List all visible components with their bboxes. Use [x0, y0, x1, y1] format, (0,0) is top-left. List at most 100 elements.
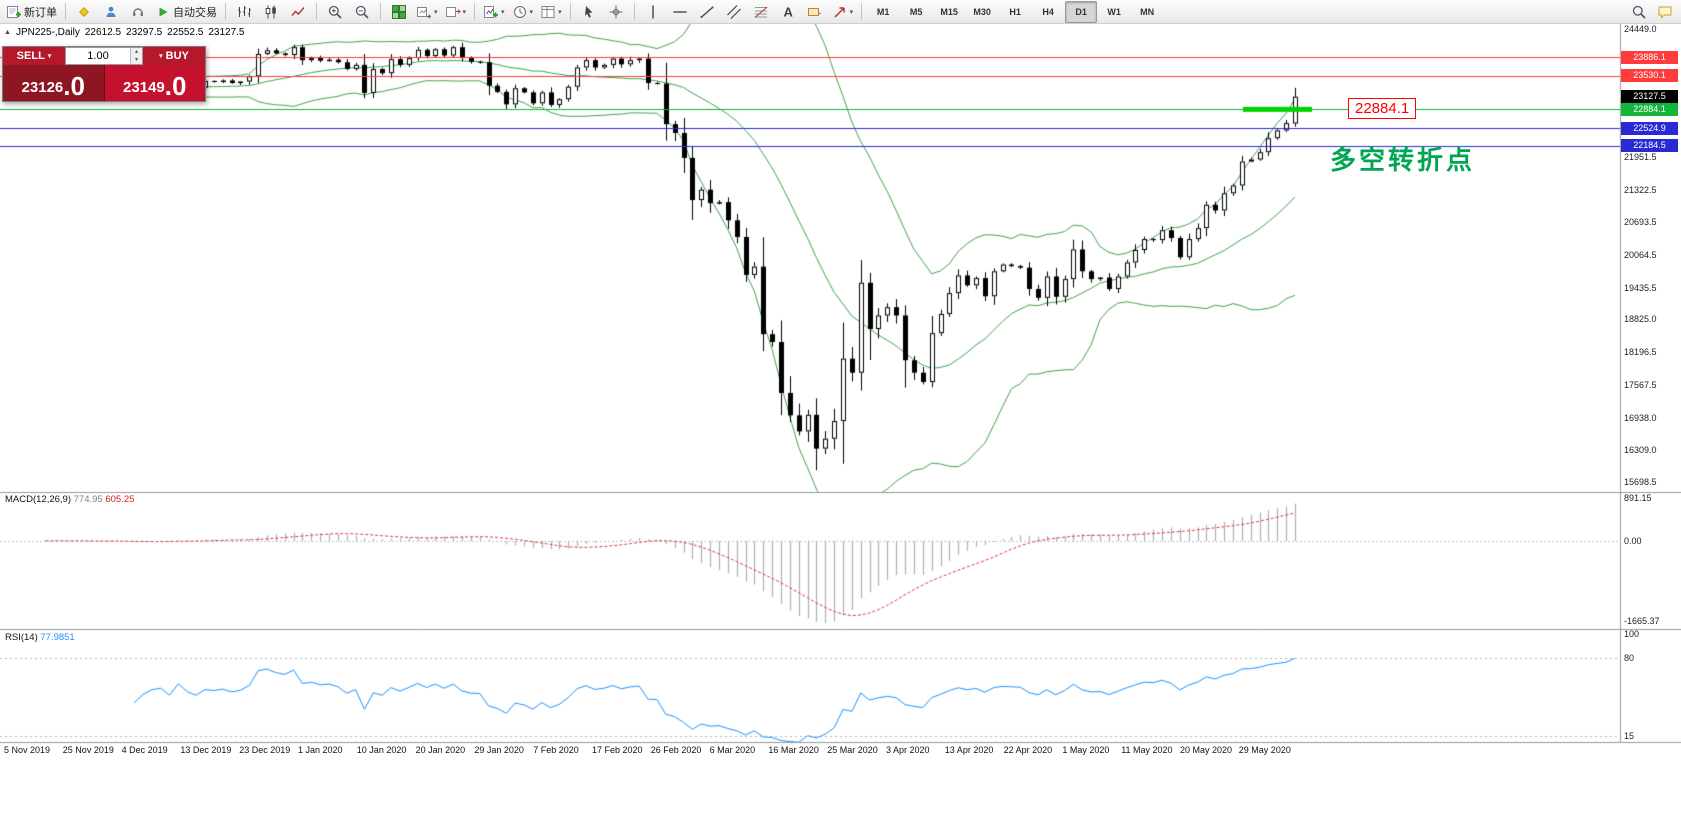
bar-chart-icon — [236, 4, 252, 20]
chat-button[interactable] — [1652, 1, 1678, 23]
timeframe-m15-button[interactable]: M15 — [940, 6, 958, 17]
autotrade-button[interactable]: 自动交易 — [152, 1, 220, 23]
chevron-down-icon: ▾ — [529, 8, 534, 16]
volume-down-button[interactable]: ▾ — [131, 56, 142, 64]
rsi-name: RSI(14) — [5, 632, 38, 643]
candlestick-button[interactable] — [258, 1, 284, 23]
templates-icon — [540, 4, 556, 20]
channel-icon — [726, 4, 742, 20]
vertical-line-button[interactable] — [640, 1, 666, 23]
time-axis-label: 23 Dec 2019 — [239, 745, 291, 755]
time-axis-label: 1 May 2020 — [1062, 745, 1110, 755]
time-axis-label: 20 May 2020 — [1180, 745, 1233, 755]
line-chart-icon — [290, 4, 306, 20]
price-callout: 22884.1 — [1348, 98, 1417, 119]
time-axis-label: 11 May 2020 — [1121, 745, 1173, 755]
toolbar-divider — [474, 3, 476, 20]
buy-header[interactable]: ▾ BUY — [143, 47, 205, 65]
vertical-line-icon — [645, 4, 661, 20]
periods-button[interactable]: ▾ — [509, 1, 537, 23]
mql5-icon — [76, 4, 92, 20]
buy-button[interactable]: 23149 .0 — [104, 65, 205, 101]
new-chart-button[interactable]: ▾ — [480, 1, 508, 23]
chart-shift-icon — [445, 4, 461, 20]
price-tag: 22184.5 — [1621, 139, 1678, 152]
price-axis-label: 21322.5 — [1624, 184, 1657, 195]
channel-button[interactable] — [721, 1, 747, 23]
text-label-icon — [807, 4, 823, 20]
line-chart-button[interactable] — [285, 1, 311, 23]
crosshair-button[interactable] — [603, 1, 629, 23]
toolbar-divider — [316, 3, 317, 20]
svg-text:A: A — [783, 4, 793, 19]
zoom-in-icon — [327, 4, 343, 20]
chart-canvas[interactable] — [0, 24, 1681, 757]
cursor-button[interactable] — [576, 1, 602, 23]
timeframe-m30-button[interactable]: M30 — [973, 6, 991, 17]
volume-stepper: ▴ ▾ — [130, 48, 142, 64]
timeframe-w1-button[interactable]: W1 — [1107, 6, 1121, 17]
text-label-button[interactable] — [802, 1, 828, 23]
timeframe-m1-button[interactable]: M1 — [876, 6, 890, 17]
mql5-button[interactable] — [71, 1, 97, 23]
chart-collapse-icon[interactable]: ▲ — [4, 29, 11, 36]
periods-icon — [512, 4, 528, 20]
crosshair-icon — [608, 4, 624, 20]
chevron-down-icon: ▾ — [159, 53, 163, 60]
time-axis-label: 25 Nov 2019 — [62, 745, 114, 755]
arrow-tools-button[interactable]: ▾ — [829, 1, 857, 23]
horizontal-line-button[interactable] — [667, 1, 693, 23]
text-button[interactable]: A — [775, 1, 801, 23]
rsi-axis-label: 80 — [1624, 653, 1635, 663]
sell-button[interactable]: 23126 .0 — [3, 65, 105, 101]
timeframe-h1-button[interactable]: H1 — [1009, 6, 1021, 17]
timeframe-h4-button[interactable]: H4 — [1042, 6, 1054, 17]
chat-icon — [1657, 4, 1673, 20]
time-axis-label: 4 Dec 2019 — [121, 745, 168, 755]
toolbar-divider — [65, 3, 66, 20]
zoom-in-button[interactable] — [322, 1, 348, 23]
auto-scroll-button[interactable]: ▾ — [413, 1, 441, 23]
fibonacci-button[interactable] — [748, 1, 774, 23]
time-axis-label: 5 Nov 2019 — [4, 745, 51, 755]
trendline-button[interactable] — [694, 1, 720, 23]
sell-header[interactable]: SELL ▾ — [3, 47, 65, 65]
text-icon: A — [780, 4, 796, 20]
price-tag: 23127.5 — [1621, 90, 1678, 103]
zoom-out-button[interactable] — [349, 1, 375, 23]
volume-up-button[interactable]: ▴ — [131, 48, 142, 56]
search-button[interactable] — [1626, 1, 1652, 23]
timeframe-m5-button[interactable]: M5 — [909, 6, 923, 17]
profile-icon — [103, 4, 119, 20]
time-axis-label: 17 Feb 2020 — [592, 745, 643, 755]
rsi-value: 77.9851 — [40, 632, 75, 643]
support-button[interactable] — [125, 1, 151, 23]
bar-chart-button[interactable] — [231, 1, 257, 23]
tile-windows-button[interactable] — [386, 1, 412, 23]
rsi-axis-label: 15 — [1624, 731, 1635, 741]
new-order-label: 新订单 — [24, 6, 57, 19]
price-tag: 22884.1 — [1621, 103, 1678, 116]
new-order-button[interactable]: 新订单 — [3, 1, 60, 23]
profile-button[interactable] — [98, 1, 124, 23]
chevron-down-icon: ▾ — [434, 8, 438, 16]
chart-title-ohlc: ▲ JPN225-,Daily 22612.5 23297.5 22552.5 … — [4, 27, 244, 38]
macd-axis-label: 0.00 — [1624, 536, 1642, 546]
templates-button[interactable]: ▾ — [537, 1, 565, 23]
price-axis-label: 20064.5 — [1624, 249, 1657, 260]
timeframe-mn-button[interactable]: MN — [1140, 6, 1155, 17]
toolbar-divider — [633, 3, 635, 20]
price-axis-label: 21951.5 — [1624, 151, 1657, 162]
chart-shift-button[interactable]: ▾ — [442, 1, 470, 23]
chevron-down-icon: ▾ — [849, 8, 854, 16]
macd-signal-value: 605.25 — [105, 494, 135, 505]
time-axis: 5 Nov 2019 25 Nov 2019 4 Dec 2019 13 Dec 20… — [0, 745, 1620, 757]
buy-price: 23149 — [123, 79, 165, 96]
timeframe-d1-button[interactable]: D1 — [1065, 0, 1098, 23]
volume-field[interactable]: 1.00 ▴ ▾ — [65, 47, 143, 65]
search-icon — [1631, 4, 1647, 20]
main-toolbar: 新订单 自动交易 ▾ ▾ ▾ ▾ ▾ A ▾ M1 M5 M15 M30 H1 H4 D1 W1 MN — [0, 0, 1681, 24]
time-axis-label: 7 Feb 2020 — [533, 745, 579, 755]
autotrade-label: 自动交易 — [173, 6, 217, 19]
macd-indicator-label: MACD(12,26,9) 774.95 605.25 — [5, 494, 134, 505]
